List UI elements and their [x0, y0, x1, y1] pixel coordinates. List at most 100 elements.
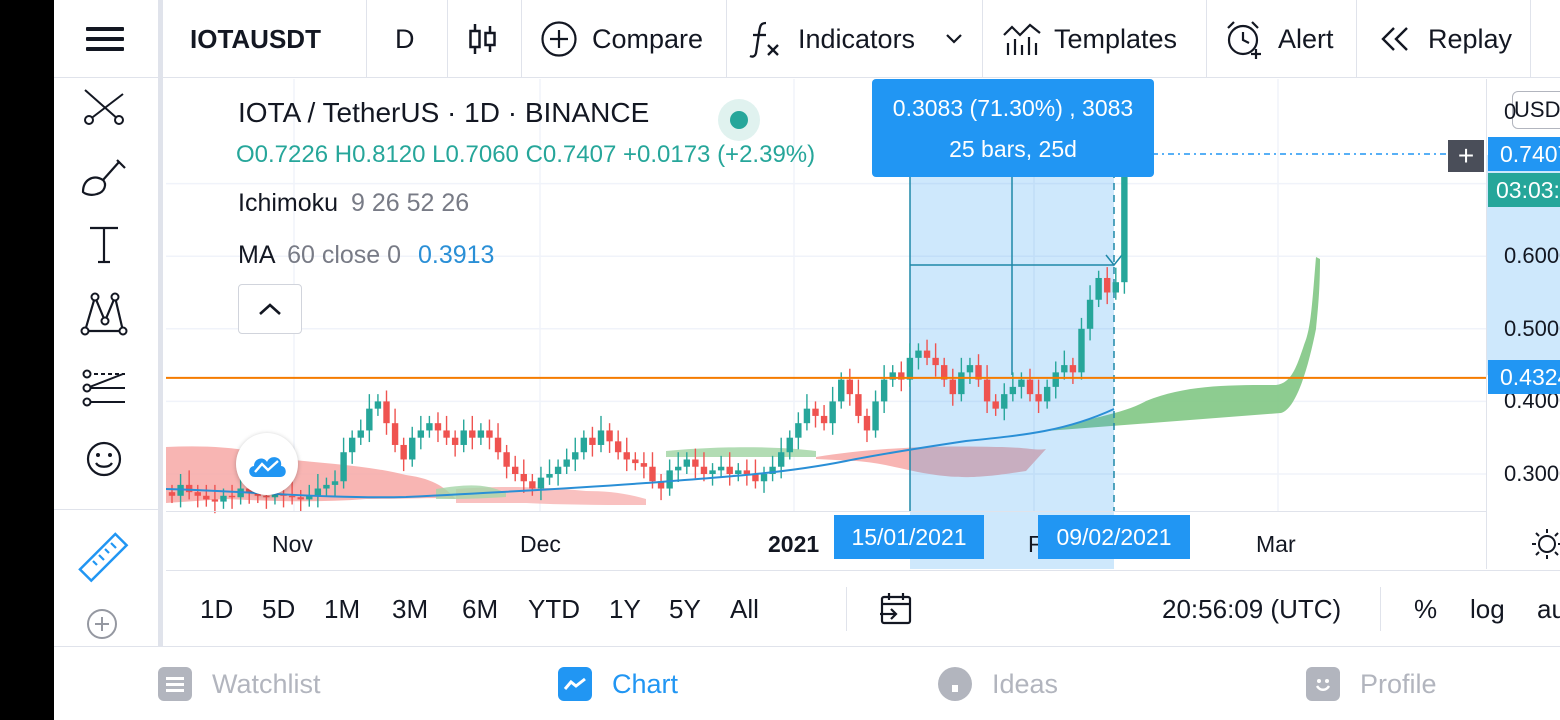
candle-body — [975, 365, 982, 380]
crosshair-tool[interactable] — [76, 78, 132, 134]
text-tool[interactable] — [76, 216, 132, 272]
candle-body — [1018, 379, 1025, 387]
prediction-tool[interactable] — [76, 360, 132, 416]
watchlist-icon — [158, 667, 192, 701]
candle-body — [168, 492, 176, 496]
candle-body — [632, 459, 639, 464]
indicators-label: Indicators — [798, 23, 916, 54]
indicators-button[interactable]: Indicators — [748, 0, 963, 78]
candle-body — [1026, 379, 1034, 395]
ma-name: MA — [238, 241, 275, 269]
candle-body — [391, 423, 399, 445]
candle-body — [795, 423, 802, 438]
candle-body — [855, 394, 862, 416]
templates-button[interactable]: Templates — [1002, 0, 1177, 78]
nav-profile[interactable]: Profile — [1306, 647, 1437, 720]
text-icon — [90, 226, 118, 264]
range-button-ytd[interactable]: YTD — [528, 593, 580, 624]
candle-body — [194, 492, 201, 496]
ichimoku-params: 9 26 52 26 — [351, 189, 470, 217]
measure-tooltip: 0.3083 (71.30%) , 3083 25 bars, 25d — [872, 79, 1154, 177]
log-scale-toggle[interactable]: log — [1470, 593, 1505, 624]
interval-button[interactable]: D — [395, 0, 415, 78]
replay-button[interactable]: Replay — [1380, 0, 1512, 78]
menu-icon[interactable] — [86, 0, 124, 78]
ma-legend[interactable]: MA 60 close 0 0.3913 — [238, 241, 494, 270]
candle-body — [331, 481, 339, 485]
chart-pane[interactable]: IOTA / TetherUS · 1D · BINANCE O0.7226 H… — [166, 79, 1560, 569]
bar-countdown: 03:03:51 — [1488, 173, 1560, 207]
range-button-3m[interactable]: 3M — [392, 593, 429, 624]
last-price-label: 0.7407 — [1488, 137, 1560, 171]
candle-body — [898, 372, 905, 380]
candle-body — [1104, 277, 1111, 293]
symbol-search-button[interactable]: IOTAUSDT — [190, 0, 321, 78]
candle-body — [675, 466, 682, 471]
add-price-line-icon[interactable]: + — [1448, 140, 1484, 172]
ohlc-values: O0.7226 H0.8120 L0.7060 C0.7407 +0.0173 … — [236, 141, 816, 168]
percent-scale-toggle[interactable]: % — [1414, 593, 1438, 624]
auto-scale-toggle[interactable]: auto — [1537, 593, 1560, 624]
measure-end-date: 09/02/2021 — [1038, 515, 1190, 559]
compare-button[interactable]: Compare — [540, 0, 703, 78]
range-button-6m[interactable]: 6M — [462, 593, 499, 624]
currency-button[interactable]: USDT — [1512, 91, 1560, 129]
candle-body — [246, 488, 253, 493]
function-icon — [749, 21, 779, 58]
candle-body — [820, 415, 828, 424]
pattern-tool[interactable] — [76, 286, 132, 342]
candle-body — [614, 441, 622, 453]
candle-body — [512, 466, 519, 474]
alert-label: Alert — [1278, 23, 1334, 54]
candle-body — [434, 423, 442, 431]
top-toolbar: IOTAUSDT D Compare Indicators Templates … — [54, 0, 1560, 78]
candle-body — [752, 474, 759, 482]
candle-body — [597, 430, 605, 445]
candle-body — [529, 481, 536, 489]
lightbulb-icon — [938, 667, 972, 701]
nav-chart[interactable]: Chart — [558, 647, 678, 720]
candle-body — [906, 357, 914, 380]
chart-nav-icon — [558, 667, 592, 701]
candle-body — [348, 437, 356, 453]
chevron-down-icon[interactable] — [945, 33, 963, 45]
nav-watchlist[interactable]: Watchlist — [158, 647, 321, 720]
ma-params: 60 close 0 — [287, 241, 402, 269]
candle-body — [846, 379, 854, 395]
alert-button[interactable]: Alert — [1224, 0, 1334, 78]
range-button-1m[interactable]: 1M — [324, 593, 361, 624]
date-range-bar: 1D 5D 1M 3M 6M YTD 1Y 5Y All 20:56:09 (UTC) % lo… — [166, 570, 1560, 646]
nav-ideas[interactable]: Ideas — [938, 647, 1058, 720]
candle-body — [1009, 386, 1017, 395]
candle-body — [469, 430, 476, 438]
collapse-legend-button[interactable] — [238, 284, 302, 334]
market-status-indicator[interactable] — [718, 99, 760, 141]
goto-date-button[interactable] — [878, 571, 914, 647]
chart-settings-button[interactable] — [1530, 527, 1560, 561]
range-button-all[interactable]: All — [730, 593, 759, 624]
measure-tool[interactable] — [76, 530, 132, 586]
range-button-1y[interactable]: 1Y — [609, 593, 641, 624]
range-button-1d[interactable]: 1D — [200, 593, 234, 624]
emoji-tool[interactable] — [76, 431, 132, 487]
measure-bars: 25 bars, 25d — [949, 136, 1077, 162]
ichimoku-legend[interactable]: Ichimoku 9 26 52 26 — [238, 189, 469, 218]
candle-body — [220, 495, 227, 502]
zoom-in-tool[interactable] — [76, 598, 132, 654]
brush-tool[interactable] — [76, 148, 132, 204]
candle-body — [451, 437, 459, 445]
range-button-5d[interactable]: 5D — [262, 593, 296, 624]
chart-type-button[interactable] — [468, 0, 498, 78]
smiley-icon — [86, 441, 122, 477]
candle-body — [958, 372, 965, 395]
candle-body — [228, 495, 236, 498]
tradingview-logo-button[interactable] — [236, 433, 298, 495]
candle-body — [880, 379, 888, 402]
range-button-5y[interactable]: 5Y — [669, 593, 701, 624]
utc-clock[interactable]: 20:56:09 (UTC) — [1162, 593, 1342, 624]
market-open-dot — [730, 111, 748, 129]
kumo-bearish — [816, 446, 1046, 478]
candle-body — [777, 452, 785, 467]
candle-body — [580, 437, 588, 453]
